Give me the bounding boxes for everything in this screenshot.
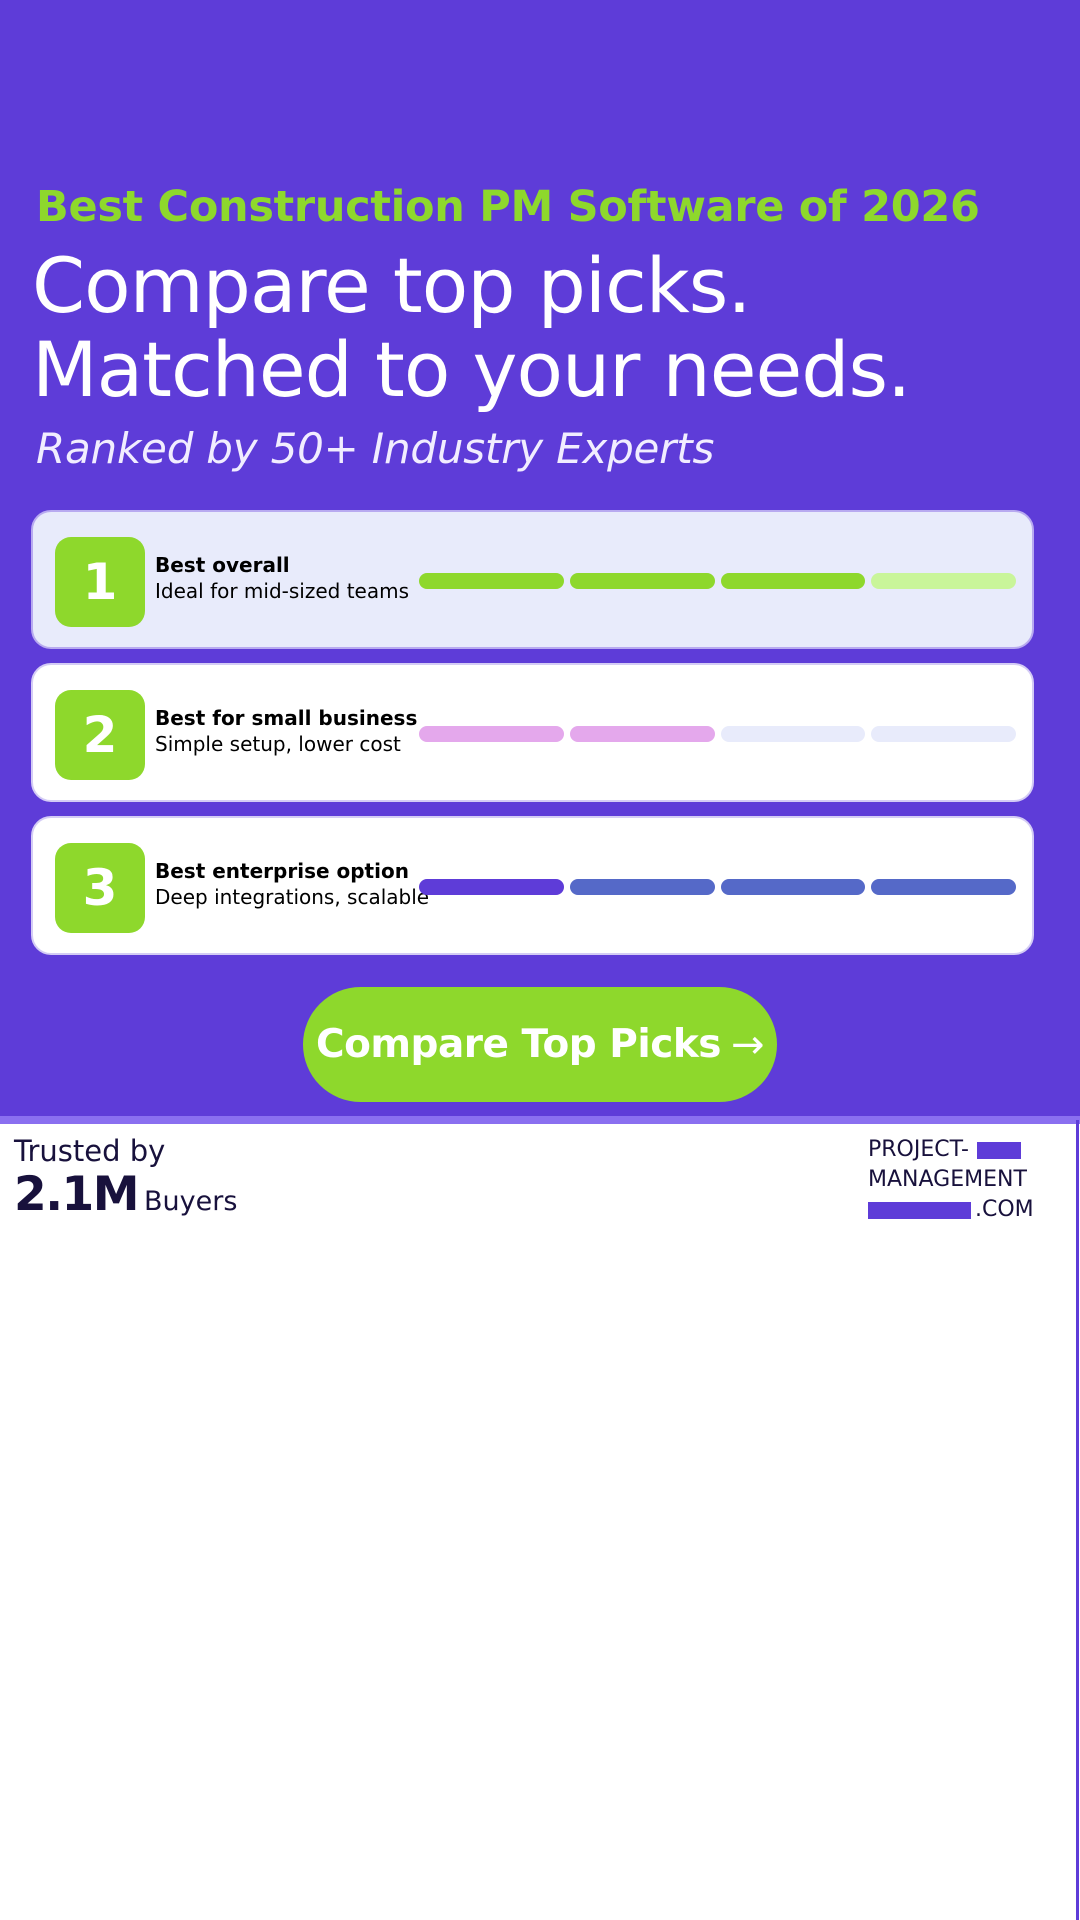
score-segment (720, 573, 866, 589)
score-bar (419, 573, 1016, 589)
logo-text-project: PROJECT- (868, 1137, 969, 1162)
score-segment (419, 726, 564, 742)
score-segment (419, 573, 564, 589)
pick-text: Best enterprise option Deep integrations… (155, 859, 455, 910)
trust-stat: 2.1M Buyers (14, 1168, 237, 1222)
logo-text-management: MANAGEMENT (868, 1167, 1027, 1192)
score-segment (569, 573, 715, 589)
buyer-count: 2.1M (14, 1167, 140, 1222)
score-segment (871, 879, 1016, 895)
rank-badge: 1 (55, 537, 145, 627)
pick-text: Best overall Ideal for mid-sized teams (155, 553, 455, 604)
pick-title: Best enterprise option (155, 859, 409, 883)
cta-label: Compare Top Picks (316, 1022, 721, 1067)
brand-logo[interactable]: PROJECT- MANAGEMENT .COM (868, 1135, 1040, 1225)
pick-card-enterprise[interactable]: 3 Best enterprise option Deep integratio… (31, 816, 1034, 955)
score-segment (419, 879, 564, 895)
rank-badge: 3 (55, 843, 145, 933)
score-segment (720, 879, 866, 895)
rank-badge: 2 (55, 690, 145, 780)
right-edge-rule (1076, 1120, 1079, 1920)
logo-line-1: PROJECT- (868, 1135, 1040, 1165)
pick-description: Ideal for mid-sized teams (155, 579, 410, 603)
logo-text-com: .COM (975, 1197, 1034, 1222)
score-bar (419, 726, 1016, 742)
page-kicker: Best Construction PM Software of 2026 (36, 182, 980, 232)
score-segment (569, 726, 715, 742)
logo-block-icon (868, 1201, 971, 1219)
pick-card-small-business[interactable]: 2 Best for small business Simple setup, … (31, 663, 1034, 802)
compare-top-picks-button[interactable]: Compare Top Picks → (303, 987, 777, 1102)
hero-divider (0, 1116, 1080, 1124)
score-bar (419, 879, 1016, 895)
pick-description: Simple setup, lower cost (155, 732, 401, 756)
score-segment (871, 573, 1016, 589)
headline-line-1: Compare top picks. (32, 241, 752, 330)
buyer-unit: Buyers (144, 1186, 238, 1217)
arrow-right-icon: → (730, 1021, 765, 1068)
score-segment (871, 726, 1016, 742)
pick-text: Best for small business Simple setup, lo… (155, 706, 455, 757)
score-segment (569, 879, 715, 895)
page-title: Compare top picks. Matched to your needs… (32, 241, 911, 414)
logo-line-2: MANAGEMENT (868, 1165, 1040, 1195)
logo-block-icon (976, 1141, 1021, 1159)
trust-badge: Trusted by 2.1M Buyers (14, 1134, 237, 1222)
pick-card-best-overall[interactable]: 1 Best overall Ideal for mid-sized teams (31, 510, 1034, 649)
trust-label: Trusted by (14, 1134, 166, 1168)
headline-line-2: Matched to your needs. (32, 325, 911, 414)
pick-title: Best for small business (155, 706, 418, 730)
page-subtitle: Ranked by 50+ Industry Experts (36, 424, 715, 473)
score-segment (720, 726, 866, 742)
pick-title: Best overall (155, 553, 290, 577)
logo-line-3: .COM (868, 1195, 1040, 1225)
pick-description: Deep integrations, scalable (155, 885, 430, 909)
